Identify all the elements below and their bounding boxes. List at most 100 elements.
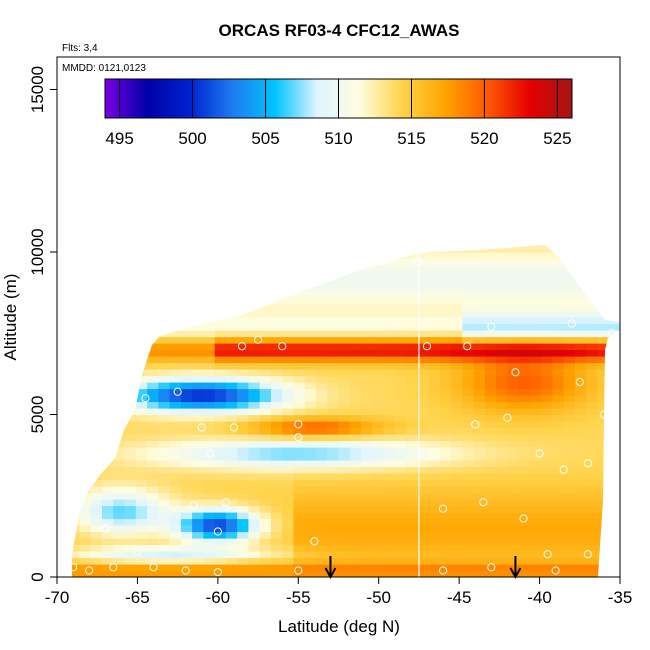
heatmap-cell bbox=[315, 375, 328, 383]
heatmap-cell bbox=[90, 291, 103, 299]
heatmap-cell bbox=[496, 479, 508, 487]
heatmap-cell bbox=[473, 271, 486, 279]
heatmap-cell bbox=[473, 505, 486, 513]
heatmap-cell bbox=[462, 434, 475, 442]
heatmap-cell bbox=[462, 388, 475, 396]
heatmap-cell bbox=[417, 323, 430, 331]
heatmap-cell bbox=[124, 310, 137, 318]
heatmap-cell bbox=[248, 408, 261, 416]
heatmap-cell bbox=[372, 512, 385, 520]
heatmap-cell bbox=[315, 278, 328, 286]
heatmap-cell bbox=[225, 304, 238, 312]
heatmap-cell bbox=[563, 434, 576, 442]
heatmap-cell bbox=[563, 492, 576, 500]
heatmap-cell bbox=[473, 421, 486, 429]
heatmap-cell bbox=[383, 557, 396, 565]
heatmap-cell bbox=[473, 408, 486, 416]
heatmap-cell bbox=[338, 544, 351, 552]
heatmap-cell bbox=[462, 349, 475, 357]
heatmap-cell bbox=[124, 447, 137, 455]
heatmap-cell bbox=[518, 427, 531, 435]
heatmap-cell bbox=[327, 252, 340, 260]
heatmap-cell bbox=[102, 518, 114, 526]
heatmap-cell bbox=[451, 538, 463, 546]
heatmap-cell bbox=[113, 304, 126, 312]
heatmap-cell bbox=[574, 434, 587, 442]
heatmap-cell bbox=[383, 453, 396, 461]
heatmap-cell bbox=[484, 473, 497, 481]
heatmap-cell bbox=[180, 421, 193, 429]
heatmap-cell bbox=[72, 570, 81, 577]
heatmap-cell bbox=[496, 297, 508, 305]
heatmap-cell bbox=[79, 297, 92, 305]
heatmap-cell bbox=[349, 284, 362, 292]
heatmap-cell bbox=[574, 414, 587, 422]
heatmap-cell bbox=[214, 557, 227, 565]
heatmap-cell bbox=[372, 434, 385, 442]
heatmap-cell bbox=[147, 284, 159, 292]
heatmap-cell bbox=[237, 323, 250, 331]
heatmap-cell bbox=[90, 336, 103, 344]
heatmap-cell bbox=[473, 310, 486, 318]
heatmap-cell bbox=[315, 323, 328, 331]
heatmap-cell bbox=[169, 265, 182, 273]
heatmap-cell bbox=[473, 245, 486, 253]
heatmap-cell bbox=[147, 375, 159, 383]
heatmap-cell bbox=[428, 401, 441, 409]
heatmap-cell bbox=[327, 525, 340, 533]
heatmap-cell bbox=[349, 447, 362, 455]
heatmap-cell bbox=[270, 512, 283, 520]
heatmap-cell bbox=[225, 479, 238, 487]
heatmap-cell bbox=[608, 245, 620, 253]
heatmap-cell bbox=[237, 414, 250, 422]
heatmap-cell bbox=[372, 317, 385, 325]
heatmap-cell bbox=[439, 317, 452, 325]
heatmap-cell bbox=[180, 336, 193, 344]
heatmap-cell bbox=[214, 271, 227, 279]
heatmap-cell bbox=[484, 297, 497, 305]
heatmap-cell bbox=[270, 499, 283, 507]
heatmap-cell bbox=[270, 369, 283, 377]
heatmap-cell bbox=[574, 317, 587, 325]
heatmap-cell bbox=[327, 258, 340, 266]
heatmap-cell bbox=[57, 389, 69, 396]
heatmap-cell bbox=[180, 544, 193, 552]
heatmap-cell bbox=[563, 258, 576, 266]
heatmap-cell bbox=[451, 570, 463, 577]
heatmap-cell bbox=[79, 252, 92, 260]
heatmap-cell bbox=[72, 330, 81, 338]
heatmap-cell bbox=[484, 531, 497, 539]
heatmap-cell bbox=[496, 369, 508, 377]
heatmap-cell bbox=[484, 525, 497, 533]
heatmap-cell bbox=[147, 291, 159, 299]
heatmap-cell bbox=[496, 323, 508, 331]
heatmap-cell bbox=[338, 564, 351, 572]
heatmap-cell bbox=[574, 362, 587, 370]
heatmap-cell bbox=[225, 356, 238, 364]
heatmap-cell bbox=[473, 343, 486, 351]
heatmap-cell bbox=[270, 265, 283, 273]
heatmap-cell bbox=[282, 330, 295, 338]
heatmap-cell bbox=[248, 369, 261, 377]
heatmap-cell bbox=[586, 518, 599, 526]
heatmap-cell bbox=[439, 525, 452, 533]
heatmap-cell bbox=[462, 375, 475, 383]
heatmap-cell bbox=[214, 466, 227, 474]
heatmap-cell bbox=[417, 401, 430, 409]
heatmap-cell bbox=[90, 557, 103, 565]
heatmap-cell bbox=[304, 375, 317, 383]
heatmap-cell bbox=[225, 531, 238, 539]
heatmap-cell bbox=[563, 401, 576, 409]
heatmap-cell bbox=[541, 310, 554, 318]
heatmap-cell bbox=[293, 505, 306, 513]
heatmap-cell bbox=[237, 473, 250, 481]
heatmap-cell bbox=[57, 304, 69, 311]
x-axis: -70 -65 -60 -55 -50 -45 -40 -35 bbox=[45, 577, 632, 607]
heatmap-cell bbox=[507, 323, 520, 331]
heatmap-cell bbox=[169, 317, 182, 325]
heatmap-cell bbox=[90, 317, 103, 325]
heatmap-cell bbox=[394, 323, 407, 331]
heatmap-cell bbox=[361, 369, 373, 377]
heatmap-cell bbox=[102, 551, 114, 559]
heatmap-cell bbox=[496, 466, 508, 474]
